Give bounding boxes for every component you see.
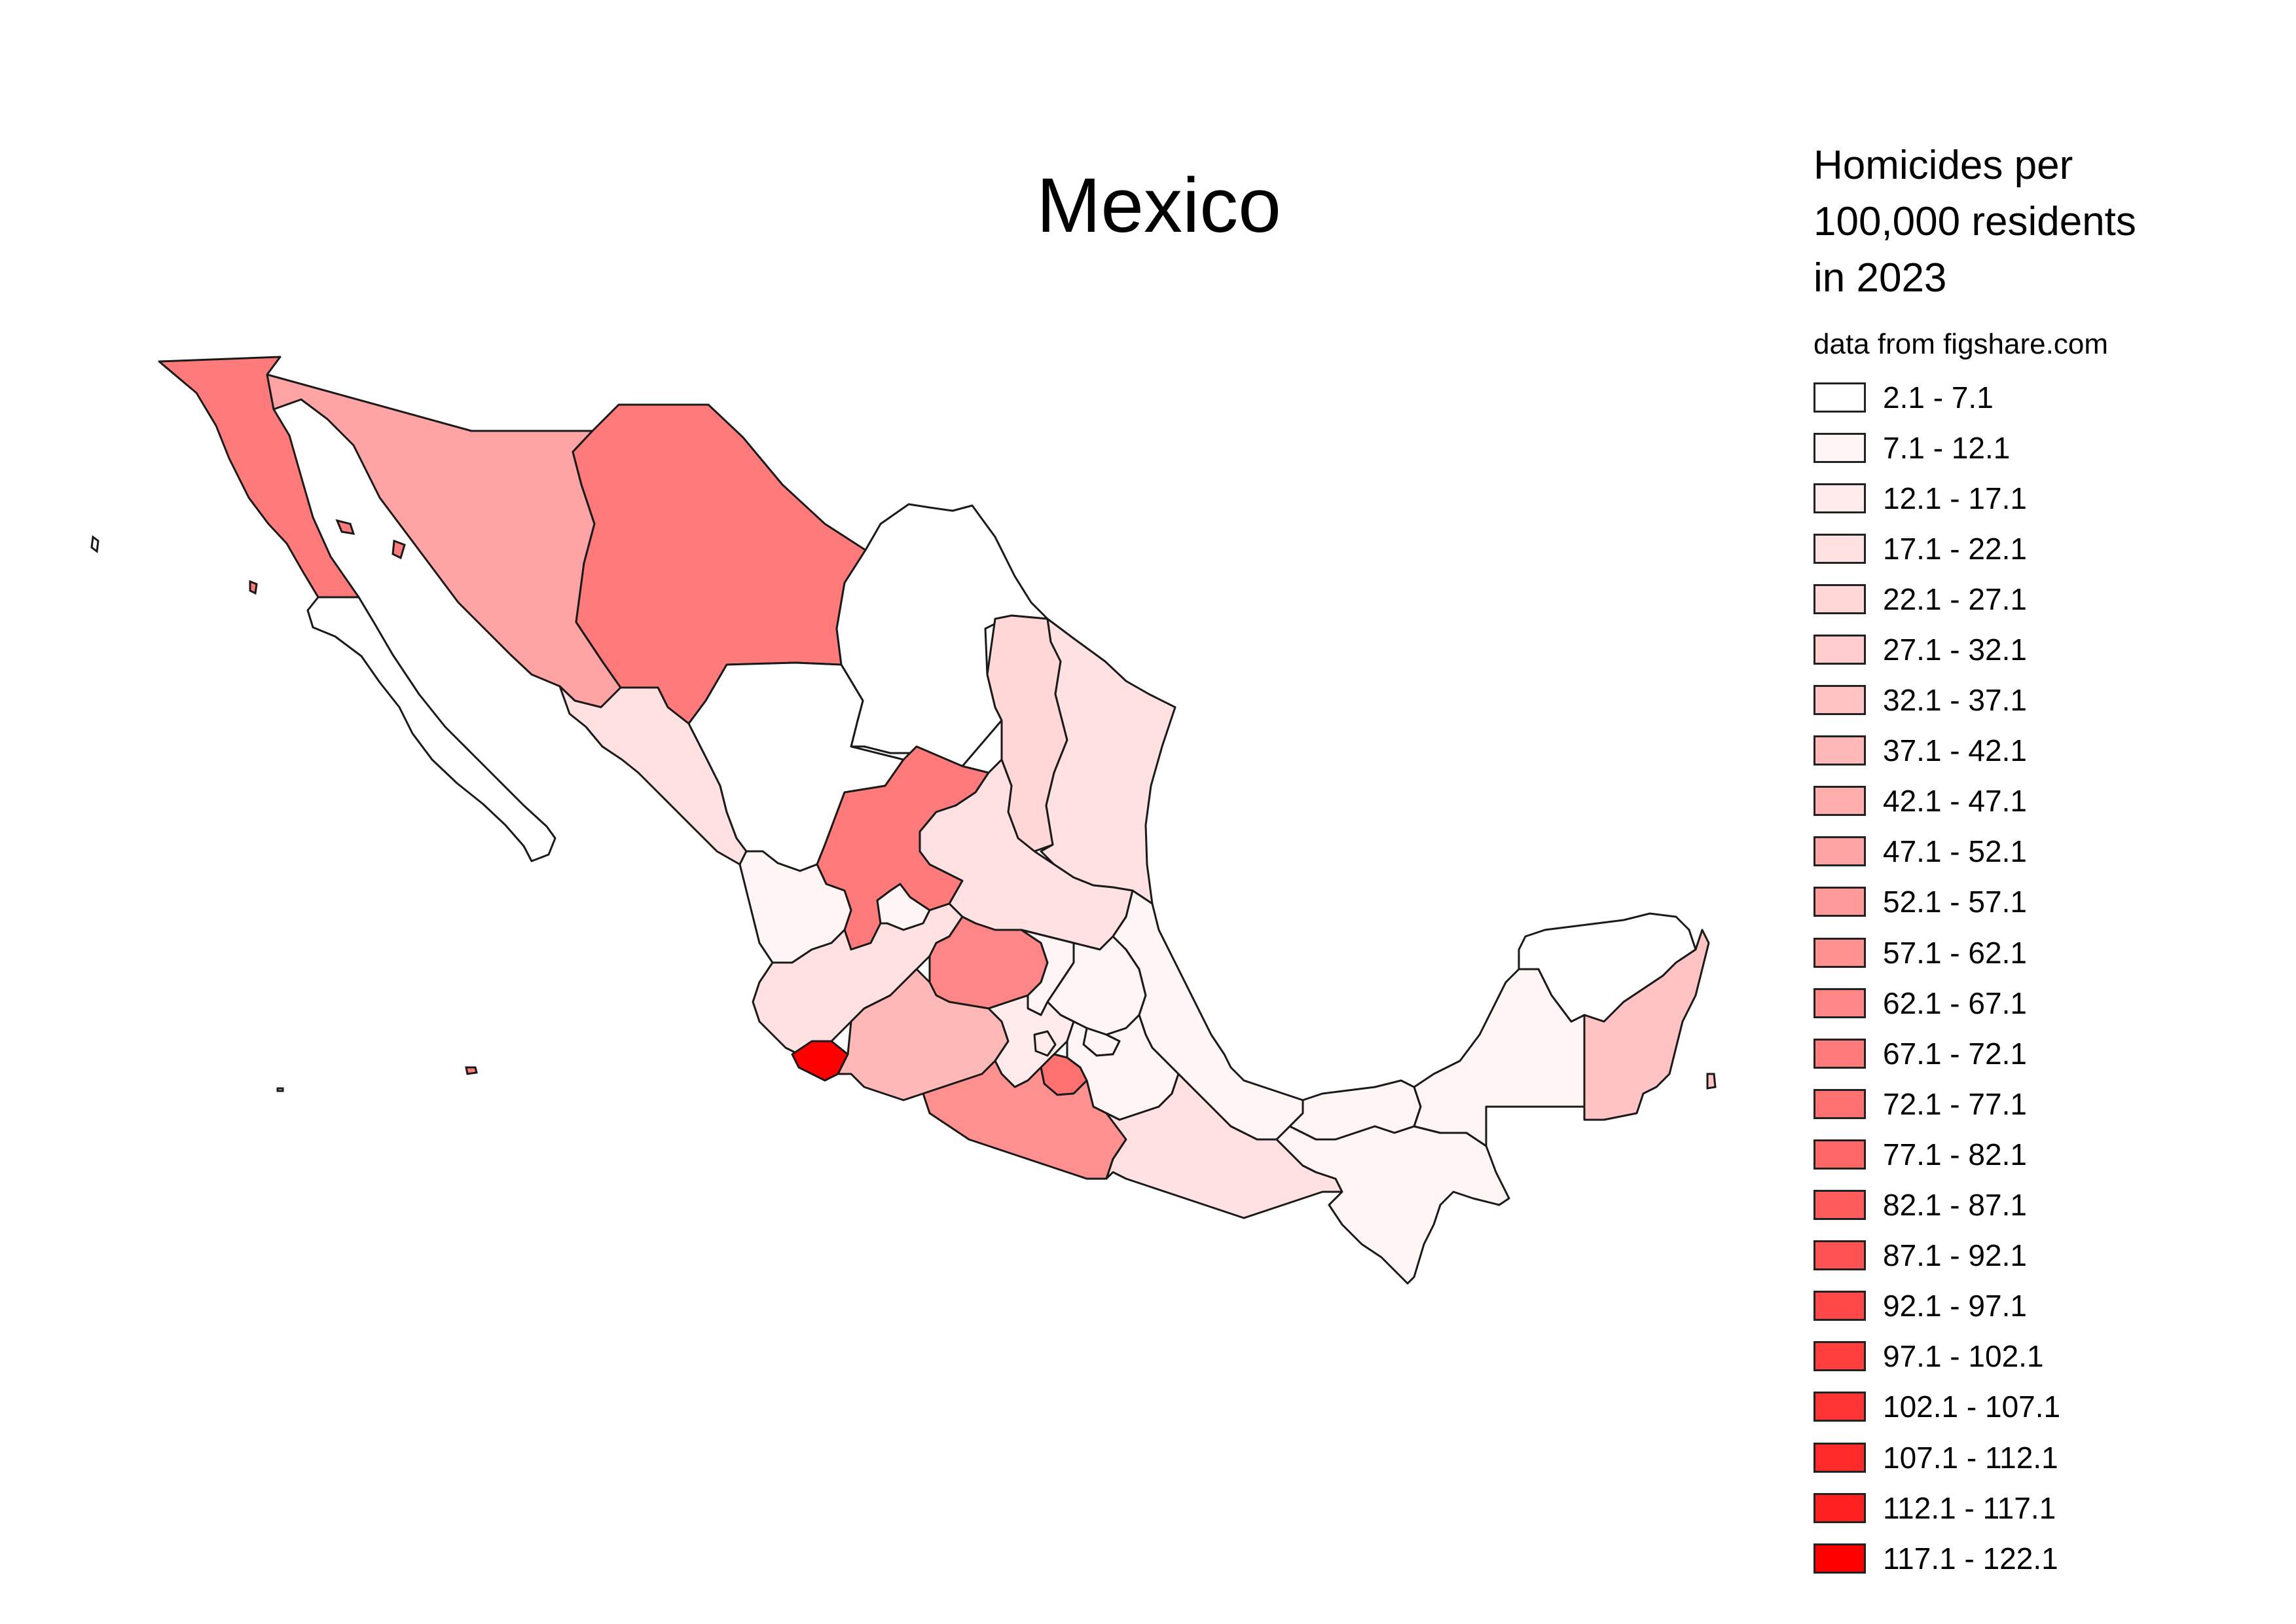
state-tamaulipas[interactable] <box>1040 618 1176 905</box>
legend-item: 112.1 - 117.1 <box>1813 1483 2272 1533</box>
legend-label: 62.1 - 67.1 <box>1883 986 2027 1020</box>
legend-swatch <box>1813 1442 1866 1473</box>
legend-swatch <box>1813 432 1866 463</box>
legend-item: 37.1 - 42.1 <box>1813 726 2272 776</box>
legend-swatch <box>1813 1341 1866 1372</box>
legend-swatch <box>1813 533 1866 564</box>
state-quintana-roo[interactable] <box>1583 929 1710 1121</box>
legend-swatch <box>1813 887 1866 917</box>
state-nayarit[interactable] <box>738 850 852 964</box>
legend-label: 112.1 - 117.1 <box>1883 1490 2056 1525</box>
legend-swatch <box>1813 1240 1866 1271</box>
legend-item: 67.1 - 72.1 <box>1813 1028 2272 1079</box>
legend-label: 77.1 - 82.1 <box>1883 1137 2027 1172</box>
legend-label: 72.1 - 77.1 <box>1883 1086 2027 1121</box>
legend-item: 22.1 - 27.1 <box>1813 574 2272 624</box>
legend-label: 117.1 - 122.1 <box>1883 1541 2058 1576</box>
legend-item: 52.1 - 57.1 <box>1813 877 2272 927</box>
legend-subtitle: data from figshare.com <box>1813 328 2108 360</box>
legend-label: 12.1 - 17.1 <box>1883 481 2027 515</box>
legend-swatch <box>1813 583 1866 614</box>
legend-label: 67.1 - 72.1 <box>1883 1036 2027 1071</box>
legend-item: 27.1 - 32.1 <box>1813 624 2272 674</box>
legend-item: 57.1 - 62.1 <box>1813 927 2272 978</box>
legend-swatch <box>1813 1392 1866 1422</box>
legend-swatch <box>1813 786 1866 817</box>
legend: Homicides per 100,000 residents in 2023 … <box>1813 138 2272 1583</box>
state-estado-de-mexico[interactable] <box>987 994 1075 1088</box>
legend-label: 2.1 - 7.1 <box>1883 380 1994 415</box>
legend-item: 82.1 - 87.1 <box>1813 1180 2272 1230</box>
legend-swatch <box>1813 382 1866 413</box>
legend-item: 72.1 - 77.1 <box>1813 1079 2272 1129</box>
legend-label: 57.1 - 62.1 <box>1883 935 2027 970</box>
legend-label: 17.1 - 22.1 <box>1883 531 2027 566</box>
legend-label: 22.1 - 27.1 <box>1883 581 2027 616</box>
legend-item: 2.1 - 7.1 <box>1813 372 2272 422</box>
legend-label: 102.1 - 107.1 <box>1883 1390 2061 1424</box>
island-cedros <box>249 580 258 595</box>
legend-swatch <box>1813 1492 1866 1523</box>
legend-swatch <box>1813 1038 1866 1069</box>
legend-item: 117.1 - 122.1 <box>1813 1533 2272 1583</box>
legend-swatch <box>1813 937 1866 968</box>
legend-swatch <box>1813 1088 1866 1119</box>
legend-title: Homicides per 100,000 residents in 2023 <box>1813 143 2136 301</box>
legend-label: 82.1 - 87.1 <box>1883 1188 2027 1223</box>
legend-label: 32.1 - 37.1 <box>1883 683 2027 718</box>
legend-item: 17.1 - 22.1 <box>1813 523 2272 574</box>
legend-swatch <box>1813 987 1866 1018</box>
legend-swatch <box>1813 685 1866 716</box>
legend-item: 12.1 - 17.1 <box>1813 473 2272 523</box>
legend-swatch <box>1813 735 1866 766</box>
legend-label: 37.1 - 42.1 <box>1883 733 2027 768</box>
legend-label: 47.1 - 52.1 <box>1883 834 2027 869</box>
legend-swatch <box>1813 1543 1866 1574</box>
legend-label: 87.1 - 92.1 <box>1883 1238 2027 1273</box>
legend-item: 77.1 - 82.1 <box>1813 1129 2272 1179</box>
legend-swatch <box>1813 836 1866 867</box>
legend-label: 7.1 - 12.1 <box>1883 430 2011 465</box>
legend-item: 107.1 - 112.1 <box>1813 1432 2272 1483</box>
legend-item: 92.1 - 97.1 <box>1813 1281 2272 1331</box>
state-ciudad-de-mexico[interactable] <box>1033 1030 1057 1057</box>
legend-label: 107.1 - 112.1 <box>1883 1440 2058 1475</box>
legend-items: 2.1 - 7.1 7.1 - 12.1 12.1 - 17.1 17.1 - … <box>1813 372 2272 1583</box>
legend-swatch <box>1813 635 1866 665</box>
legend-swatch <box>1813 483 1866 513</box>
map-title: Mexico <box>1036 162 1281 249</box>
legend-item: 62.1 - 67.1 <box>1813 978 2272 1028</box>
legend-item: 87.1 - 92.1 <box>1813 1230 2272 1281</box>
legend-label: 92.1 - 97.1 <box>1883 1289 2027 1323</box>
legend-item: 97.1 - 102.1 <box>1813 1331 2272 1382</box>
legend-swatch <box>1813 1139 1866 1170</box>
legend-item: 32.1 - 37.1 <box>1813 675 2272 726</box>
legend-swatch <box>1813 1190 1866 1221</box>
legend-item: 42.1 - 47.1 <box>1813 776 2272 826</box>
state-baja-california-sur[interactable] <box>306 596 556 862</box>
island-cozumel <box>1706 1073 1717 1090</box>
island-clarion <box>276 1087 284 1092</box>
legend-item: 47.1 - 52.1 <box>1813 826 2272 877</box>
island-socorro <box>465 1066 478 1075</box>
legend-item: 102.1 - 107.1 <box>1813 1382 2272 1432</box>
state-chiapas[interactable] <box>1275 1125 1510 1285</box>
legend-label: 27.1 - 32.1 <box>1883 633 2027 667</box>
island-angel-de-la-guarda <box>392 539 406 560</box>
legend-label: 97.1 - 102.1 <box>1883 1339 2044 1374</box>
island-tiburon <box>335 519 355 535</box>
legend-item: 7.1 - 12.1 <box>1813 422 2272 473</box>
legend-swatch <box>1813 1291 1866 1321</box>
island-guadalupe <box>90 535 100 553</box>
legend-label: 42.1 - 47.1 <box>1883 784 2027 819</box>
legend-label: 52.1 - 57.1 <box>1883 885 2027 919</box>
state-puebla[interactable] <box>1066 1014 1180 1121</box>
